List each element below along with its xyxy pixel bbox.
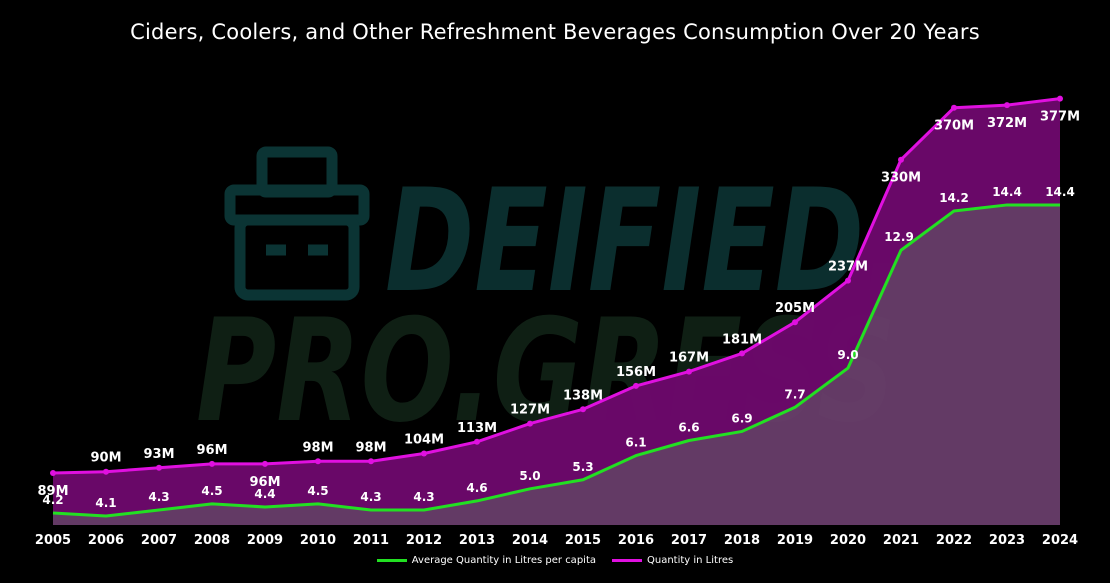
data-label-quantity-2019: 205M [775,301,815,316]
legend-item-per-capita: Average Quantity in Litres per capita [376,555,596,566]
data-label-per-capita-2021: 12.9 [884,230,914,244]
data-label-quantity-2010: 98M [302,440,333,455]
data-label-quantity-2015: 138M [563,388,603,403]
point-quantity-2011 [368,458,374,465]
data-label-quantity-2006: 90M [90,451,121,466]
quantity-area [53,98,1060,525]
point-quantity-2015 [580,406,586,413]
point-quantity-2020 [845,277,851,284]
point-quantity-2021 [898,156,904,163]
data-label-quantity-2008: 96M [196,443,227,458]
point-quantity-2006 [103,468,109,475]
data-label-per-capita-2024: 14.4 [1045,185,1075,199]
point-quantity-2008 [209,460,215,467]
x-tick-2005: 2005 [35,533,71,548]
data-label-per-capita-2011: 4.3 [360,490,381,504]
x-tick-2008: 2008 [194,533,230,548]
data-label-quantity-2022: 370M [934,119,974,134]
data-label-quantity-2021: 330M [881,171,921,186]
x-tick-2017: 2017 [671,533,707,548]
x-tick-2013: 2013 [459,533,495,548]
data-label-quantity-2023: 372M [987,116,1027,131]
data-label-quantity-2024: 377M [1040,110,1080,125]
series-line-quantity [52,97,1061,475]
legend: Average Quantity in Litres per capita Qu… [0,555,1110,566]
data-label-quantity-2012: 104M [404,433,444,448]
data-label-per-capita-2017: 6.6 [678,421,699,435]
point-quantity-2010 [315,458,321,465]
data-label-quantity-2020: 237M [828,260,868,275]
point-quantity-2024 [1057,95,1063,102]
data-label-per-capita-2006: 4.1 [95,496,116,510]
data-label-per-capita-2014: 5.0 [519,469,540,483]
x-tick-2023: 2023 [989,533,1025,548]
data-label-per-capita-2012: 4.3 [413,490,434,504]
point-quantity-2012 [421,450,427,457]
legend-label-quantity: Quantity in Litres [647,555,734,566]
series-band [53,98,1060,516]
data-label-per-capita-2019: 7.7 [784,387,805,401]
data-label-per-capita-2008: 4.5 [201,484,222,498]
watermark-line1: DEIFIED. [385,159,905,324]
x-tick-2021: 2021 [883,533,919,548]
point-quantity-2017 [686,368,692,375]
x-tick-2024: 2024 [1042,533,1078,548]
x-tick-2015: 2015 [565,533,601,548]
legend-item-quantity: Quantity in Litres [612,555,733,566]
point-quantity-2007 [156,464,162,471]
x-tick-2006: 2006 [88,533,124,548]
data-label-quantity-2007: 93M [143,447,174,462]
point-quantity-2005 [50,470,56,476]
x-tick-2011: 2011 [353,533,389,548]
data-label-per-capita-2016: 6.1 [625,436,646,450]
data-label-quantity-2014: 127M [510,403,550,418]
x-tick-2007: 2007 [141,533,177,548]
point-quantity-2014 [527,420,533,427]
data-label-per-capita-2009: 4.4 [254,487,275,501]
data-label-per-capita-2018: 6.9 [731,411,752,425]
point-quantity-2019 [792,319,798,326]
data-label-quantity-2016: 156M [616,365,656,380]
point-quantity-2023 [1004,102,1010,109]
data-label-per-capita-2007: 4.3 [148,490,169,504]
data-label-per-capita-2023: 14.4 [992,185,1022,199]
x-tick-2022: 2022 [936,533,972,548]
data-label-quantity-2011: 98M [355,440,386,455]
x-tick-2018: 2018 [724,533,760,548]
data-label-per-capita-2020: 9.0 [837,348,858,362]
data-label-quantity-2013: 113M [457,421,497,436]
data-label-per-capita-2015: 5.3 [572,460,593,474]
x-tick-2010: 2010 [300,533,336,548]
point-quantity-2016 [633,382,639,389]
x-tick-2016: 2016 [618,533,654,548]
x-tick-2009: 2009 [247,533,283,548]
data-label-quantity-2009: 96M [249,475,280,490]
data-label-per-capita-2005: 4.2 [42,493,63,507]
legend-label-per-capita: Average Quantity in Litres per capita [411,555,596,566]
data-label-quantity-2017: 167M [669,351,709,366]
data-label-quantity-2005: 89M [37,484,68,499]
point-quantity-2013 [474,438,480,445]
series-line-per-capita [52,203,1060,518]
legend-swatch-quantity [612,559,642,562]
point-quantity-2018 [739,350,745,357]
point-quantity-2022 [951,104,957,111]
point-quantity-2009 [262,460,268,467]
chart-title: Ciders, Coolers, and Other Refreshment B… [130,20,980,44]
legend-swatch-per-capita [376,559,407,562]
x-tick-2014: 2014 [512,533,548,548]
x-tick-2020: 2020 [830,533,866,548]
data-label-per-capita-2010: 4.5 [307,484,328,498]
data-label-quantity-2018: 181M [722,332,762,347]
watermark-mask-icon [224,146,370,301]
x-tick-2012: 2012 [406,533,442,548]
data-label-per-capita-2022: 14.2 [939,191,969,205]
x-tick-2019: 2019 [777,533,813,548]
data-label-per-capita-2013: 4.6 [466,481,487,495]
